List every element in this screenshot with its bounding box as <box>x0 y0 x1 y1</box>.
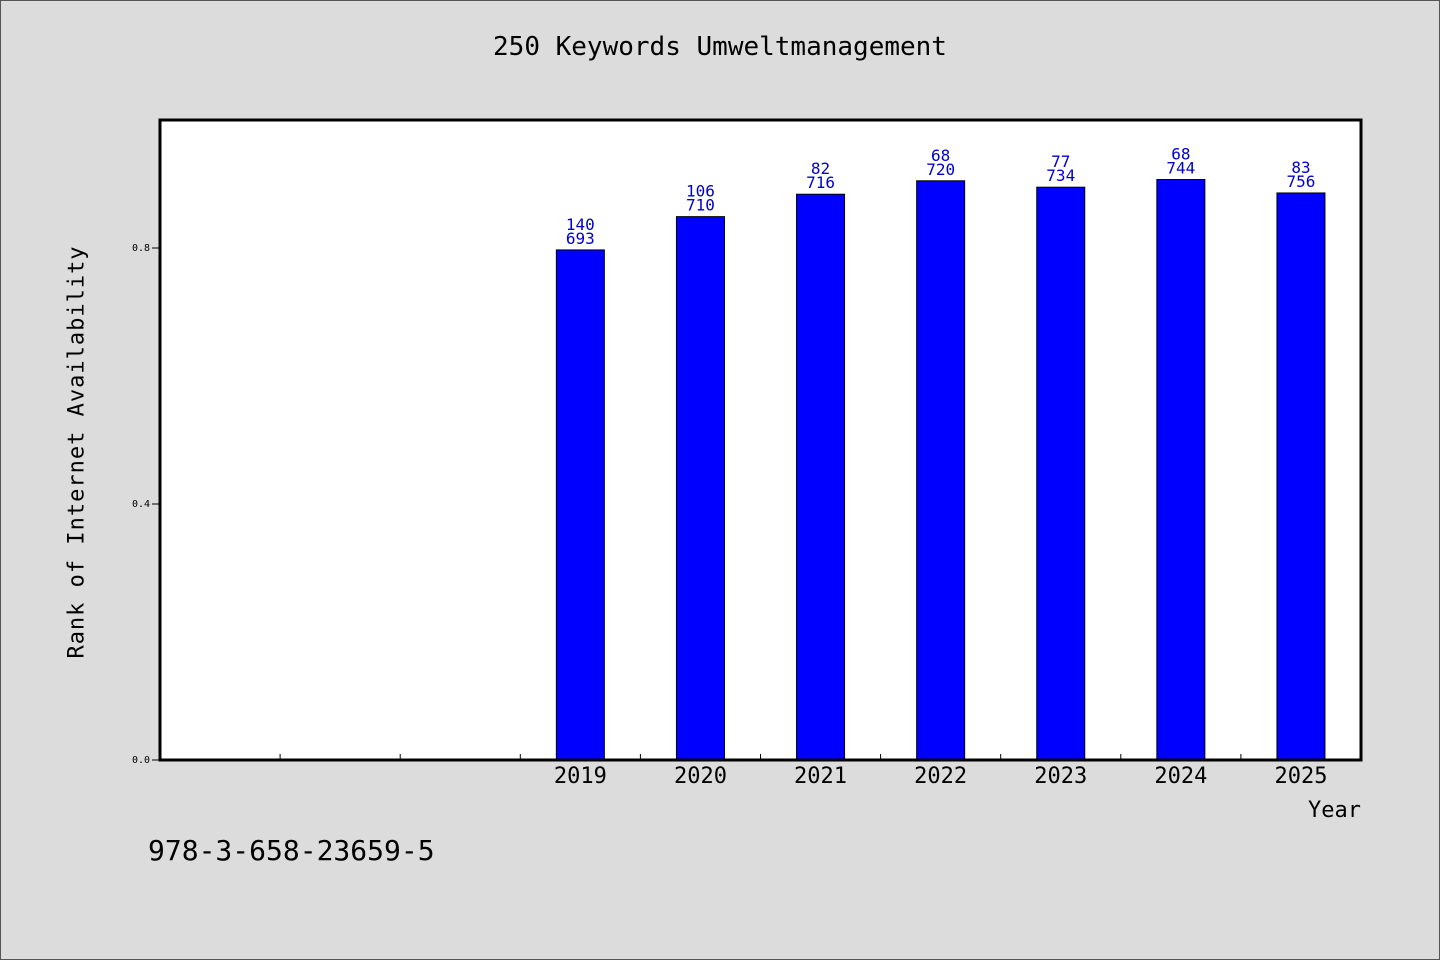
y-tick-label: 0.0 <box>132 755 150 766</box>
x-tick-label: 2025 <box>1274 764 1327 789</box>
bar-label-bottom: 744 <box>1166 159 1195 178</box>
bar-2019 <box>555 249 605 761</box>
bar-2024 <box>1156 179 1206 761</box>
x-tick-label: 2024 <box>1154 764 1207 789</box>
bar-2021 <box>796 193 846 761</box>
bar-label-bottom: 734 <box>1046 166 1075 185</box>
isbn-footer: 978-3-658-23659-5 <box>148 834 435 867</box>
x-tick-label: 2021 <box>794 764 847 789</box>
bar-label-bottom: 756 <box>1286 172 1315 191</box>
bar-label-top: 68 <box>931 146 950 165</box>
x-tick-label: 2023 <box>1034 764 1087 789</box>
bar-label-bottom: 716 <box>806 173 835 192</box>
plot-border <box>158 118 1363 762</box>
y-tick-label: 0.8 <box>132 243 150 254</box>
x-tick-label: 2020 <box>674 764 727 789</box>
bar-2020 <box>675 216 725 761</box>
bar-2023 <box>1036 186 1086 761</box>
x-tick-label: 2022 <box>914 764 967 789</box>
bar-label-top: 140 <box>566 215 595 234</box>
y-tick-label: 0.4 <box>132 499 150 510</box>
bar-label-top: 106 <box>686 182 715 201</box>
x-tick-label: 2019 <box>554 764 607 789</box>
bar-label-top: 68 <box>1171 145 1190 164</box>
chart-title: 250 Keywords Umweltmanagement <box>493 32 947 62</box>
bar-label-top: 82 <box>811 159 830 178</box>
bar-label-bottom: 710 <box>686 196 715 215</box>
bar-label-top: 77 <box>1051 152 1070 171</box>
bar-2022 <box>916 180 966 761</box>
bar-label-top: 83 <box>1291 158 1310 177</box>
bar-2025 <box>1276 192 1326 761</box>
bar-label-bottom: 693 <box>566 229 595 248</box>
bar-label-bottom: 720 <box>926 160 955 179</box>
x-axis-label: Year <box>1308 798 1361 823</box>
